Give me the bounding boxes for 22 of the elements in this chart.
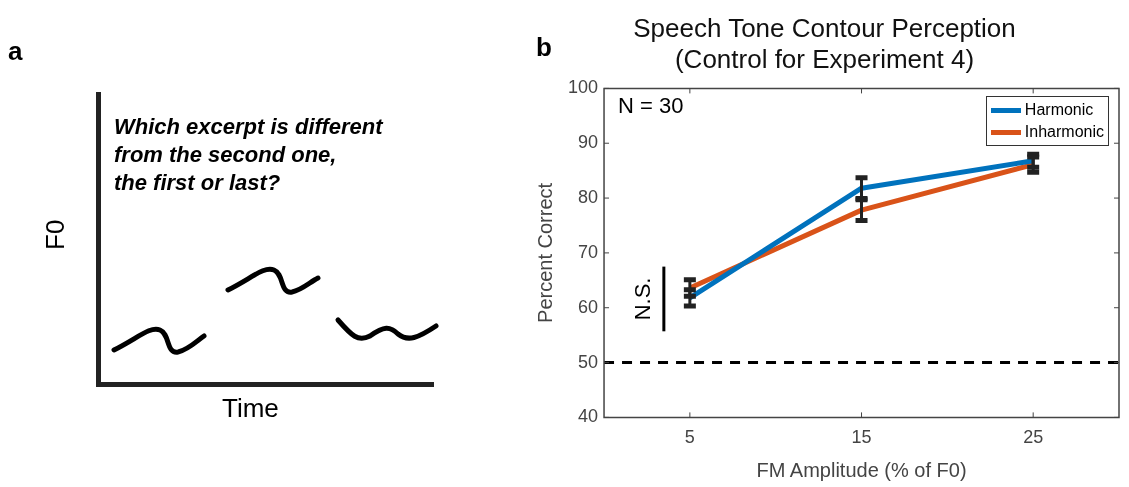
y-axis-title: Percent Correct xyxy=(533,182,556,323)
text: Which excerpt is different from the second one, the first or last? xyxy=(114,113,383,197)
text: Time xyxy=(222,393,279,424)
y-tick-label: 100 xyxy=(567,77,599,98)
chart-title: Speech Tone Contour Perception (Control for Experiment 4) xyxy=(633,12,1016,74)
y-tick-label: 80 xyxy=(578,187,599,208)
text: b xyxy=(536,32,552,63)
text: F0 xyxy=(40,219,71,250)
text: a xyxy=(8,36,23,67)
legend-label: Harmonic xyxy=(1024,101,1094,120)
y-tick-label: 60 xyxy=(578,296,599,317)
y-tick-label: 40 xyxy=(578,406,599,427)
x-tick-label: 5 xyxy=(684,427,695,448)
x-axis-title: FM Amplitude (% of F0) xyxy=(756,458,967,481)
y-tick-label: 70 xyxy=(578,241,599,262)
y-tick-label: 90 xyxy=(578,132,599,153)
legend-label: Inharmonic xyxy=(1024,123,1104,142)
annotation: N.S. xyxy=(629,277,655,321)
y-tick-label: 50 xyxy=(578,351,599,372)
x-tick-label: 25 xyxy=(1023,427,1044,448)
annotation: N = 30 xyxy=(618,93,684,119)
x-tick-label: 15 xyxy=(851,427,872,448)
